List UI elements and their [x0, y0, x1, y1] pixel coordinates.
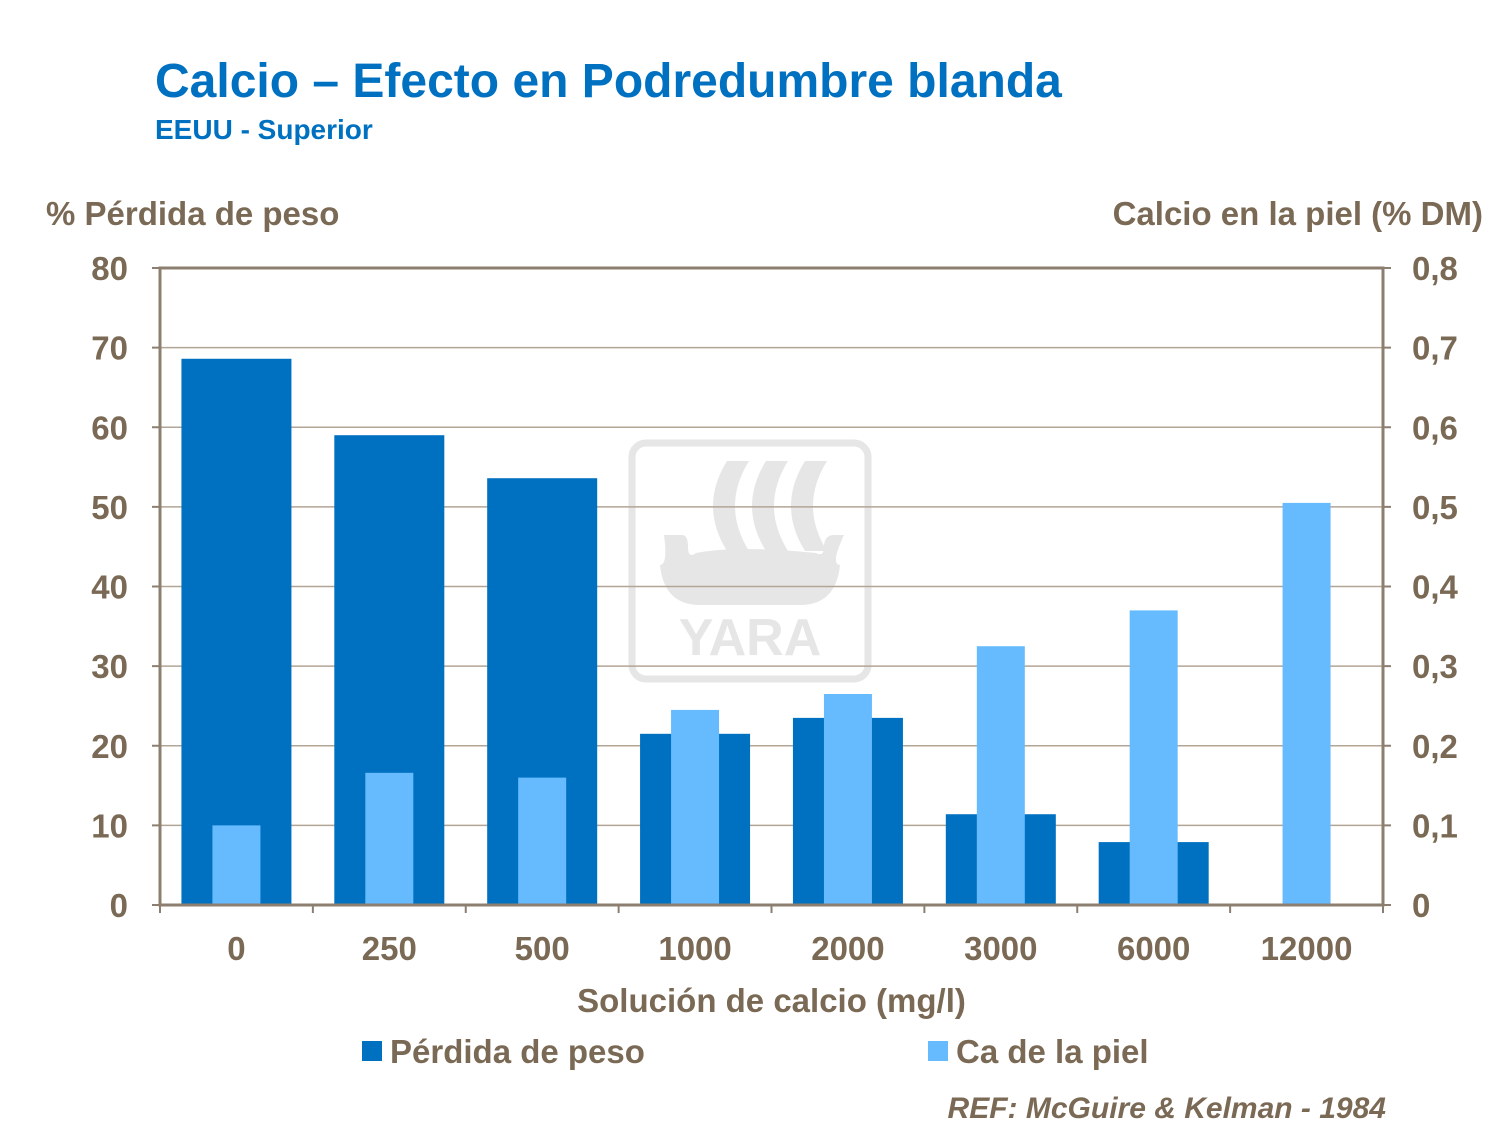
legend-label-ca-de-la-piel: Ca de la piel [956, 1033, 1149, 1070]
y2-tick-label: 0,3 [1412, 648, 1458, 685]
legend-label-perdida-de-peso: Pérdida de peso [390, 1033, 645, 1070]
y-tick-label: 10 [91, 807, 128, 844]
bar-ca-de-la-piel [365, 772, 414, 905]
y-tick-label: 30 [91, 648, 128, 685]
y2-tick-label: 0 [1412, 887, 1430, 924]
y2-axis-label: Calcio en la piel (% DM) [1112, 195, 1483, 232]
x-tick-label: 12000 [1261, 930, 1353, 967]
bar-perdida-de-peso [181, 358, 292, 906]
y2-tick-label: 0,1 [1412, 807, 1458, 844]
bar-ca-de-la-piel [671, 709, 720, 905]
bar-ca-de-la-piel [823, 693, 872, 905]
y-tick-label: 80 [91, 250, 128, 287]
y-tick-label: 60 [91, 409, 128, 446]
y-tick-label: 50 [91, 489, 128, 526]
plot-area-border [158, 266, 1385, 907]
y2-tick-label: 0,5 [1412, 489, 1458, 526]
x-tick-label: 250 [362, 930, 417, 967]
y2-tick-label: 0,7 [1412, 330, 1458, 367]
y2-tick-label: 0,4 [1412, 569, 1459, 606]
y2-tick-label: 0,2 [1412, 728, 1458, 765]
x-tick-label: 2000 [811, 930, 884, 967]
x-tick-label: 0 [227, 930, 245, 967]
x-tick-label: 3000 [964, 930, 1037, 967]
y2-tick-label: 0,6 [1412, 409, 1458, 446]
bar-ca-de-la-piel [1282, 502, 1331, 905]
y-tick-label: 20 [91, 728, 128, 765]
x-tick-label: 6000 [1117, 930, 1190, 967]
chart-title: Calcio – Efecto en Podredumbre blanda [155, 55, 1062, 108]
legend-swatch-perdida-de-peso [362, 1041, 382, 1061]
chart-subtitle: EEUU - Superior [155, 114, 373, 145]
yara-watermark-logo: YARA [628, 439, 872, 683]
y2-tick-label: 0,8 [1412, 250, 1458, 287]
bar-ca-de-la-piel [518, 777, 567, 905]
bar-ca-de-la-piel [1129, 610, 1178, 905]
y-axis-label: % Pérdida de peso [46, 195, 340, 232]
x-axis-label: Solución de calcio (mg/l) [577, 982, 966, 1019]
bar-ca-de-la-piel [212, 825, 261, 905]
bar-ca-de-la-piel [976, 646, 1025, 905]
y-tick-label: 40 [91, 569, 128, 606]
legend-swatch-ca-de-la-piel [928, 1041, 948, 1061]
x-tick-label: 1000 [658, 930, 731, 967]
reference-text: REF: McGuire & Kelman - 1984 [947, 1092, 1386, 1125]
y-tick-label: 0 [110, 887, 128, 924]
svg-text:YARA: YARA [679, 609, 822, 667]
y-tick-label: 70 [91, 330, 128, 367]
x-tick-label: 500 [515, 930, 570, 967]
